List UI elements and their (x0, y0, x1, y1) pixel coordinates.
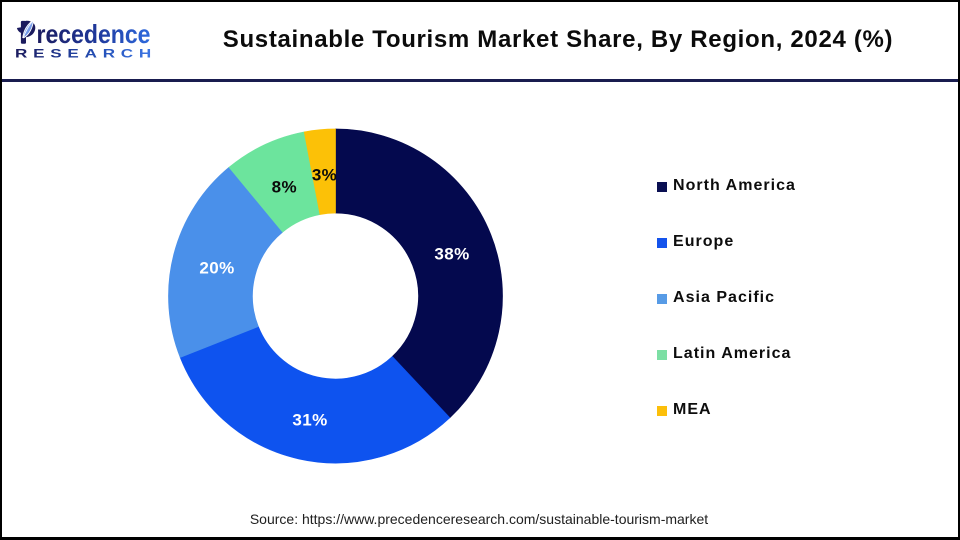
svg-text:31%: 31% (292, 411, 327, 430)
svg-text:8%: 8% (272, 177, 297, 196)
svg-text:RESEARCH: RESEARCH (15, 46, 157, 60)
svg-text:20%: 20% (199, 259, 234, 278)
svg-text:38%: 38% (434, 245, 469, 264)
svg-text:recedence: recedence (37, 19, 151, 49)
svg-text:3%: 3% (312, 165, 337, 184)
